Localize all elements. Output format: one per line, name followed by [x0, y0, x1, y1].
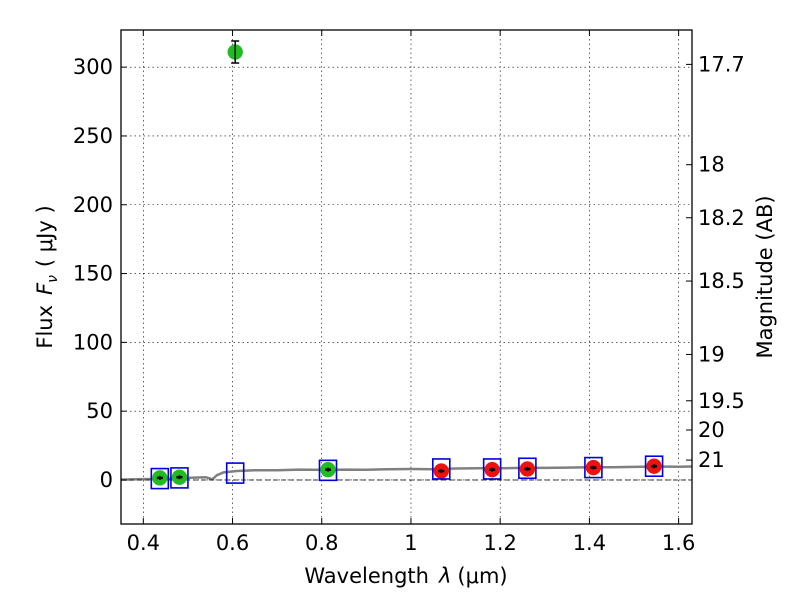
model-spectrum-line [120, 465, 693, 481]
y2-tick-label: 20 [698, 418, 725, 442]
y2-tick-label: 18 [698, 153, 725, 177]
y2-tick-label: 19.5 [698, 389, 745, 413]
x-tick-label: 0.8 [305, 531, 338, 555]
plot-frame [120, 29, 693, 525]
y-tick-label: 150 [73, 262, 113, 286]
x-tick-label: 1.6 [662, 531, 695, 555]
model-square-marker [482, 458, 502, 480]
photometry-points [150, 40, 664, 490]
x-axis-label: Wavelength λ (μm) [304, 564, 507, 588]
model-spectrum [120, 465, 693, 481]
x-tick-label: 1.4 [573, 531, 606, 555]
y-tick-label: 100 [73, 330, 113, 354]
axis-ticks: 0.4 0.6 0.8 1 1.2 1.4 1.6 0 50 100 150 200 250 300 17.… [73, 30, 745, 555]
y2-tick-label: 18.5 [698, 269, 745, 293]
x-tick-label: 1 [404, 531, 417, 555]
model-square-marker [644, 455, 664, 478]
model-square-marker [431, 458, 451, 480]
grid-lines [121, 30, 692, 524]
model-square-marker [150, 467, 170, 490]
x-tick-label: 1.2 [483, 531, 516, 555]
y-tick-label: 0 [100, 468, 113, 492]
y-tick-label: 250 [73, 124, 113, 148]
x-tick-label: 0.6 [216, 531, 249, 555]
y2-tick-label: 21 [698, 448, 725, 472]
model-square-marker [170, 467, 189, 489]
y-tick-label: 300 [73, 55, 113, 79]
y-axis-label: FluxFν( μJy ) [33, 205, 61, 348]
y2-axis-label: Magnitude (AB) [753, 195, 777, 358]
model-square-marker [318, 459, 338, 482]
model-square-marker [584, 456, 603, 479]
y2-tick-label: 18.2 [698, 206, 745, 230]
y-tick-label: 50 [86, 399, 113, 423]
model-square-marker [225, 462, 245, 484]
model-square-marker [518, 457, 537, 480]
y2-tick-label: 17.7 [698, 52, 745, 76]
y2-tick-label: 19 [698, 342, 725, 366]
y-tick-label: 200 [73, 193, 113, 217]
x-tick-label: 0.4 [127, 531, 160, 555]
